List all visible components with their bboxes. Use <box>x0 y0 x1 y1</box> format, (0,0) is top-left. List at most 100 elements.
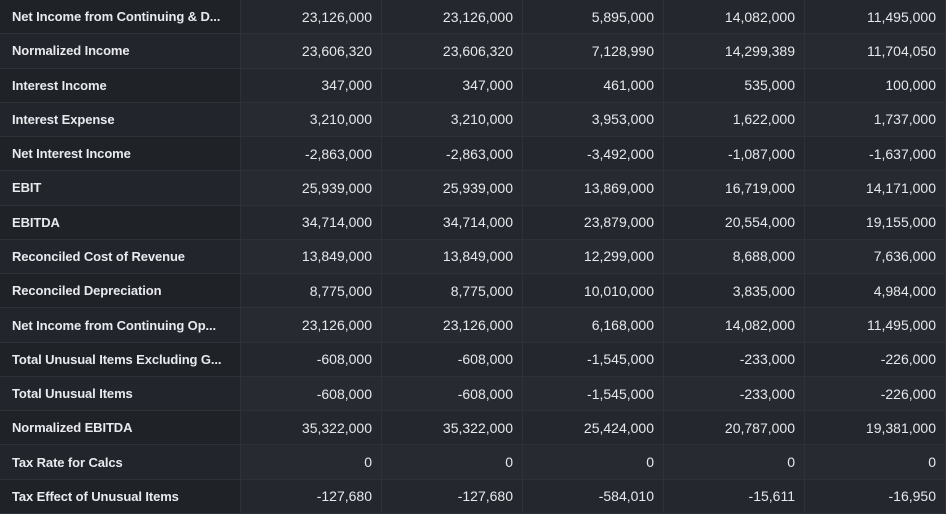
row-value: 13,849,000 <box>240 239 382 275</box>
row-value: 14,171,000 <box>804 170 946 206</box>
row-value: -608,000 <box>381 376 523 412</box>
table-row: Tax Rate for Calcs 0 0 0 0 0 <box>0 444 946 480</box>
row-value: -127,680 <box>240 479 382 514</box>
row-label: Tax Effect of Unusual Items <box>0 479 241 514</box>
row-value: -233,000 <box>663 342 805 377</box>
table-row: Interest Income 347,000 347,000 461,000 … <box>0 68 946 103</box>
row-value: 19,381,000 <box>804 410 946 446</box>
row-label: Total Unusual Items <box>0 376 241 412</box>
row-value: 13,869,000 <box>522 170 664 206</box>
row-value: 25,939,000 <box>240 170 382 206</box>
row-label: Normalized EBITDA <box>0 410 241 446</box>
row-value: 35,322,000 <box>381 410 523 446</box>
table-row: Interest Expense 3,210,000 3,210,000 3,9… <box>0 102 946 138</box>
table-row: Tax Effect of Unusual Items -127,680 -12… <box>0 479 946 514</box>
row-value: 34,714,000 <box>240 205 382 240</box>
row-value: 3,835,000 <box>663 273 805 309</box>
row-value: 0 <box>240 444 382 480</box>
row-value: -1,087,000 <box>663 136 805 172</box>
row-label: Net Interest Income <box>0 136 241 172</box>
row-value: -1,545,000 <box>522 342 664 377</box>
row-value: 23,606,320 <box>381 33 523 69</box>
row-value: 23,126,000 <box>240 307 382 343</box>
table-row: Net Income from Continuing Op... 23,126,… <box>0 307 946 343</box>
table-row: Normalized Income 23,606,320 23,606,320 … <box>0 33 946 69</box>
row-value: 25,424,000 <box>522 410 664 446</box>
row-value: 0 <box>804 444 946 480</box>
row-value: 25,939,000 <box>381 170 523 206</box>
row-value: 7,128,990 <box>522 33 664 69</box>
row-value: 23,606,320 <box>240 33 382 69</box>
row-value: 20,787,000 <box>663 410 805 446</box>
row-label: EBITDA <box>0 205 241 240</box>
row-value: 14,082,000 <box>663 307 805 343</box>
row-value: 14,299,389 <box>663 33 805 69</box>
row-value: 7,636,000 <box>804 239 946 275</box>
row-value: -608,000 <box>240 342 382 377</box>
row-value: -2,863,000 <box>381 136 523 172</box>
row-value: 4,984,000 <box>804 273 946 309</box>
row-label: Total Unusual Items Excluding G... <box>0 342 241 377</box>
table-row: EBITDA 34,714,000 34,714,000 23,879,000 … <box>0 205 946 240</box>
table-row: EBIT 25,939,000 25,939,000 13,869,000 16… <box>0 170 946 206</box>
row-value: -226,000 <box>804 376 946 412</box>
row-value: 23,879,000 <box>522 205 664 240</box>
row-value: 1,622,000 <box>663 102 805 138</box>
row-label: Tax Rate for Calcs <box>0 444 241 480</box>
row-label: Net Income from Continuing Op... <box>0 307 241 343</box>
row-value: 1,737,000 <box>804 102 946 138</box>
row-label: EBIT <box>0 170 241 206</box>
table-row: Net Interest Income -2,863,000 -2,863,00… <box>0 136 946 172</box>
row-value: 13,849,000 <box>381 239 523 275</box>
row-value: 12,299,000 <box>522 239 664 275</box>
row-value: -608,000 <box>381 342 523 377</box>
row-value: 535,000 <box>663 68 805 103</box>
row-value: 3,210,000 <box>381 102 523 138</box>
row-value: -608,000 <box>240 376 382 412</box>
row-value: 6,168,000 <box>522 307 664 343</box>
row-value: 10,010,000 <box>522 273 664 309</box>
row-value: 11,704,050 <box>804 33 946 69</box>
row-value: 5,895,000 <box>522 0 664 35</box>
row-value: 0 <box>381 444 523 480</box>
row-label: Interest Expense <box>0 102 241 138</box>
row-value: 11,495,000 <box>804 0 946 35</box>
row-value: 23,126,000 <box>381 307 523 343</box>
table-row: Reconciled Depreciation 8,775,000 8,775,… <box>0 273 946 309</box>
row-value: -584,010 <box>522 479 664 514</box>
row-value: 3,953,000 <box>522 102 664 138</box>
row-value: 35,322,000 <box>240 410 382 446</box>
row-value: 8,775,000 <box>240 273 382 309</box>
table-row: Normalized EBITDA 35,322,000 35,322,000 … <box>0 410 946 446</box>
row-value: 0 <box>522 444 664 480</box>
row-value: 20,554,000 <box>663 205 805 240</box>
row-value: -233,000 <box>663 376 805 412</box>
row-label: Reconciled Cost of Revenue <box>0 239 241 275</box>
row-value: 347,000 <box>240 68 382 103</box>
row-value: 8,688,000 <box>663 239 805 275</box>
row-value: 461,000 <box>522 68 664 103</box>
table-row: Reconciled Cost of Revenue 13,849,000 13… <box>0 239 946 275</box>
row-value: 34,714,000 <box>381 205 523 240</box>
table-row: Net Income from Continuing & D... 23,126… <box>0 0 946 35</box>
row-value: 19,155,000 <box>804 205 946 240</box>
row-value: 347,000 <box>381 68 523 103</box>
row-value: -16,950 <box>804 479 946 514</box>
row-value: -15,611 <box>663 479 805 514</box>
row-value: 11,495,000 <box>804 307 946 343</box>
row-value: 14,082,000 <box>663 0 805 35</box>
row-value: -3,492,000 <box>522 136 664 172</box>
table-row: Total Unusual Items Excluding G... -608,… <box>0 342 946 377</box>
row-value: 23,126,000 <box>381 0 523 35</box>
row-label: Normalized Income <box>0 33 241 69</box>
row-value: -1,545,000 <box>522 376 664 412</box>
row-label: Reconciled Depreciation <box>0 273 241 309</box>
row-value: -1,637,000 <box>804 136 946 172</box>
row-label: Interest Income <box>0 68 241 103</box>
row-value: -226,000 <box>804 342 946 377</box>
table-row: Total Unusual Items -608,000 -608,000 -1… <box>0 376 946 412</box>
row-value: 3,210,000 <box>240 102 382 138</box>
row-value: 8,775,000 <box>381 273 523 309</box>
row-label: Net Income from Continuing & D... <box>0 0 241 35</box>
